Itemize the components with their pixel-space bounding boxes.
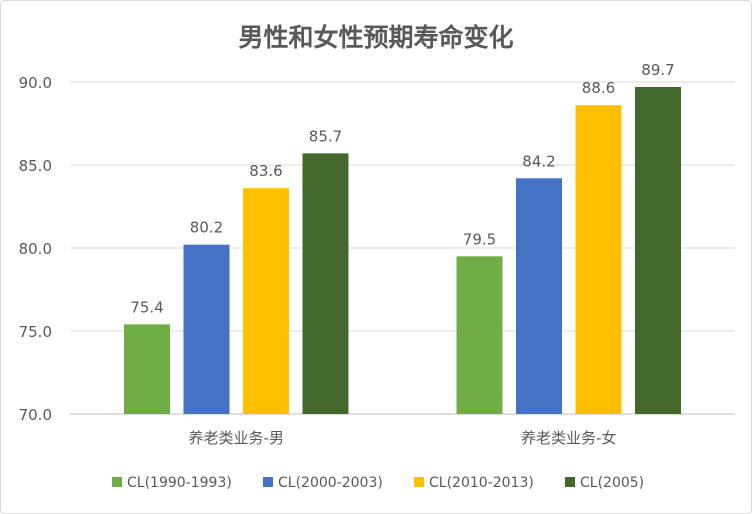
y-tick-label: 75.0 [19,323,52,341]
x-tick-label: 养老类业务-男 [189,429,284,447]
bar [302,153,349,414]
data-label: 79.5 [463,230,496,248]
x-axis-labels: 养老类业务-男 养老类业务-女 [189,429,617,447]
y-axis-ticks: 70.0 75.0 80.0 85.0 90.0 [19,74,52,424]
data-label: 88.6 [582,79,615,97]
bar [456,256,503,414]
bar [516,178,562,414]
data-label: 80.2 [190,219,223,237]
legend: CL(1990-1993) CL(2000-2003) CL(2010-2013) C… [112,475,644,491]
y-tick-label: 80.0 [19,240,52,258]
data-label: 89.7 [641,61,674,79]
data-label: 85.7 [309,127,342,145]
legend-swatch [112,477,122,487]
y-tick-label: 90.0 [19,74,52,92]
y-tick-label: 70.0 [19,406,52,424]
legend-swatch [414,477,424,487]
bar [183,244,230,414]
legend-label: CL(2010-2013) [429,475,534,491]
bar [575,105,622,415]
data-label: 84.2 [522,152,555,170]
x-tick-label: 养老类业务-女 [521,429,616,447]
legend-swatch [263,477,273,487]
legend-label: CL(2000-2003) [278,475,383,491]
bar [635,86,681,414]
legend-swatch [565,477,575,487]
data-labels: 75.4 80.2 83.6 85.7 79.5 84.2 88.6 89.7 [130,61,674,316]
legend-label: CL(1990-1993) [127,475,232,491]
chart-title: 男性和女性预期寿命变化 [238,23,513,52]
data-label: 83.6 [249,162,282,180]
bar [124,324,170,414]
bar [243,188,289,414]
legend-label: CL(2005) [580,475,644,491]
gridlines [70,81,735,415]
y-tick-label: 85.0 [19,157,52,175]
bars [124,86,681,415]
data-label: 75.4 [130,298,163,316]
